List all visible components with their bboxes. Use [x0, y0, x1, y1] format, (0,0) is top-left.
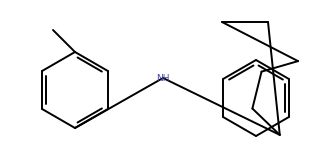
Text: NH: NH — [156, 74, 170, 82]
